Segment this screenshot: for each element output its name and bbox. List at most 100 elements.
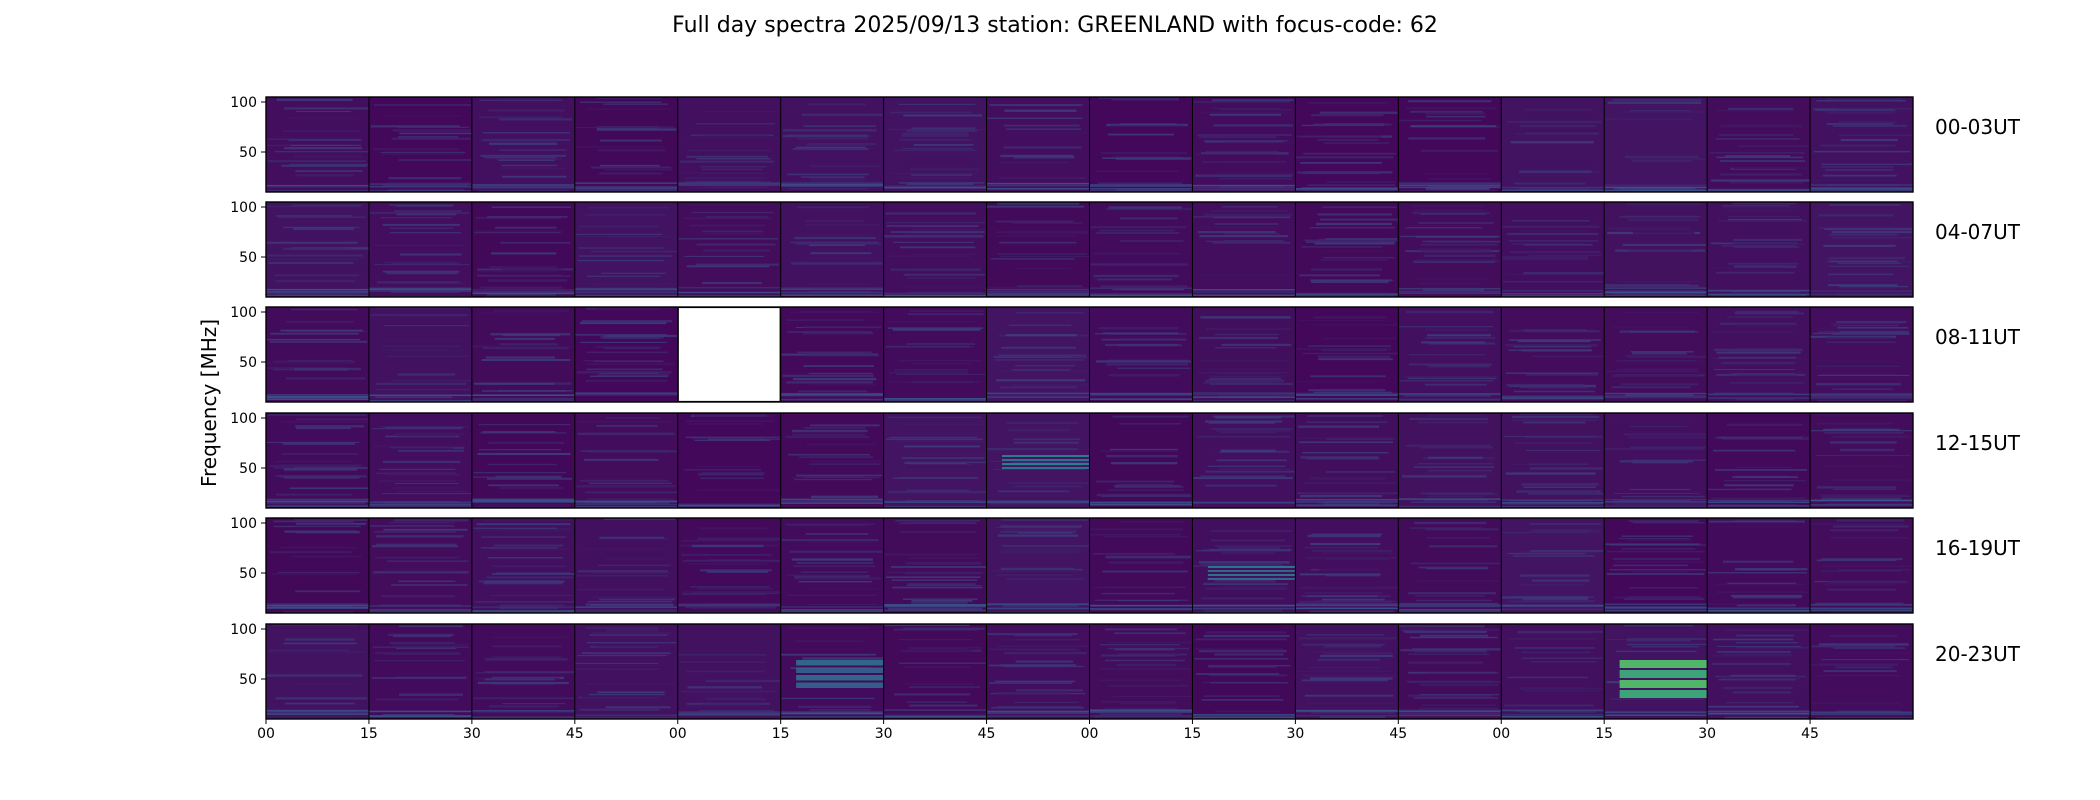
spectral-line — [1205, 150, 1279, 152]
spectral-line — [788, 453, 870, 456]
panel-background — [1192, 97, 1296, 192]
spectral-line — [802, 331, 874, 335]
spectral-line — [1821, 565, 1911, 567]
spectral-line — [1092, 586, 1186, 588]
spectral-line — [804, 235, 881, 238]
spectral-line — [492, 565, 567, 568]
spectral-line — [1517, 340, 1591, 343]
spectral-line — [478, 312, 561, 314]
spectral-line — [685, 177, 767, 179]
burst-mark — [796, 667, 884, 673]
spectral-line — [1415, 599, 1493, 602]
spectral-line — [375, 389, 470, 391]
spectral-line — [1628, 139, 1706, 142]
spectral-line — [604, 664, 675, 667]
spectral-line — [1295, 292, 1399, 295]
spectral-line — [809, 588, 879, 590]
spectral-line — [1518, 606, 1598, 608]
spectral-line — [1426, 537, 1491, 539]
panel-background — [1707, 518, 1811, 613]
spectral-line — [1004, 109, 1077, 112]
spectral-line — [591, 596, 678, 599]
spectral-line — [578, 421, 673, 423]
y-tick-label: 50 — [239, 672, 257, 688]
spectral-line — [267, 254, 364, 257]
spectral-line — [1523, 690, 1600, 692]
spectral-line — [1314, 242, 1395, 245]
spectral-line — [1811, 645, 1896, 648]
spectral-line — [1309, 227, 1395, 229]
spectral-line — [808, 541, 875, 543]
spectral-line — [1102, 332, 1179, 335]
spectral-line — [1506, 232, 1599, 236]
spectral-line — [1198, 371, 1289, 374]
spectral-line — [1312, 651, 1381, 653]
spectral-line — [887, 327, 984, 330]
spectral-line — [988, 287, 1087, 289]
spectral-line — [1734, 399, 1795, 401]
spectral-line — [1525, 330, 1601, 333]
x-tick-label: 30 — [463, 726, 481, 742]
spectral-line — [683, 217, 772, 220]
spectral-line — [1716, 591, 1808, 593]
spectral-line — [368, 605, 472, 607]
spectral-line — [1104, 557, 1189, 559]
spectral-line — [1831, 237, 1912, 239]
spectral-line — [281, 420, 368, 423]
spectral-line — [1317, 355, 1391, 358]
spectral-line — [380, 151, 466, 154]
spectrogram-panel — [780, 97, 884, 192]
spectral-line — [1521, 657, 1603, 659]
spectral-line — [1604, 184, 1708, 186]
spectral-line — [686, 265, 770, 268]
spectral-line — [1837, 262, 1901, 265]
panel-background — [1707, 413, 1811, 508]
spectral-line — [1611, 375, 1699, 377]
spectral-line — [1631, 160, 1693, 162]
spectral-line — [1727, 209, 1794, 212]
spectral-line — [1319, 111, 1398, 114]
spectral-line — [499, 167, 566, 170]
panel-background — [1089, 202, 1193, 297]
spectral-line — [586, 368, 663, 371]
row-frame — [265, 306, 1914, 403]
spectral-line — [1101, 338, 1187, 341]
row-frame — [265, 517, 1914, 614]
spectral-line — [1605, 543, 1700, 546]
spectral-line — [1398, 605, 1502, 608]
spectral-line — [795, 474, 882, 477]
spectral-line — [883, 186, 987, 189]
spectral-line — [1518, 490, 1598, 493]
spectral-line — [892, 328, 981, 331]
spectral-line — [1606, 290, 1705, 292]
spectral-line — [599, 139, 662, 142]
spectral-line — [780, 398, 884, 401]
spectral-line — [1428, 342, 1496, 345]
spectral-line — [691, 544, 764, 548]
spectral-line — [494, 337, 555, 340]
panel-background — [986, 518, 1090, 613]
spectral-line — [398, 159, 472, 161]
spectral-line — [1728, 107, 1794, 110]
spectral-line — [1215, 172, 1294, 175]
spectrogram-panel — [1707, 307, 1811, 402]
spectral-line — [1428, 365, 1490, 368]
spectral-line — [1810, 504, 1913, 507]
spectral-line — [488, 109, 565, 112]
spectral-line — [590, 250, 678, 253]
spectral-line — [290, 144, 361, 146]
spectral-line — [1501, 186, 1605, 189]
spectral-line — [1403, 376, 1497, 378]
spectral-line — [1630, 648, 1696, 651]
spectral-line — [797, 137, 869, 140]
spectral-line — [1310, 279, 1392, 282]
spectral-line — [1108, 684, 1188, 687]
spectral-line — [1501, 397, 1605, 400]
spectrogram-panel — [471, 518, 575, 613]
spectral-line — [481, 359, 571, 362]
spectral-line — [1707, 488, 1792, 491]
spectral-line — [586, 682, 675, 686]
spectral-line — [806, 283, 870, 286]
spectral-line — [1306, 492, 1393, 495]
spectral-line — [592, 632, 671, 635]
